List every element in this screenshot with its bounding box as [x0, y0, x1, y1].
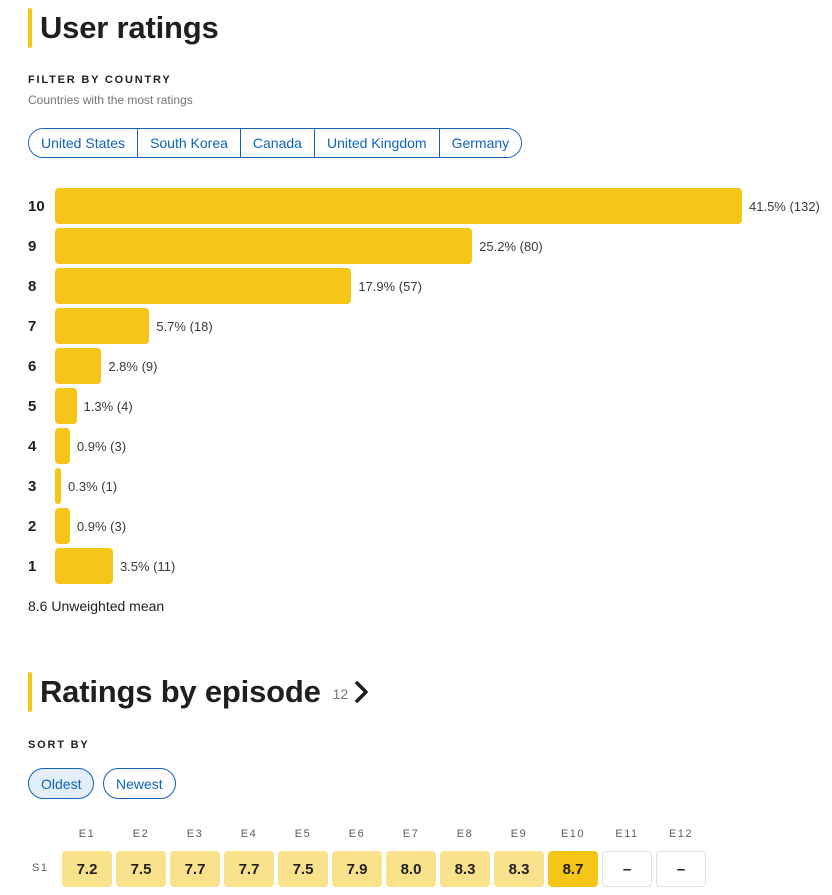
episode-rating-cell[interactable]: 8.0: [386, 851, 436, 887]
histogram-bar: [55, 188, 742, 224]
histogram-row-5: 5 1.3% (4): [28, 386, 828, 426]
histogram-score-label: 6: [28, 357, 37, 375]
histogram-row-3: 3 0.3% (1): [28, 466, 828, 506]
histogram-bar: [55, 468, 61, 504]
episode-rating-cell[interactable]: 7.2: [62, 851, 112, 887]
country-united-states[interactable]: United States: [29, 129, 139, 157]
histogram-value-label: 17.9% (57): [358, 278, 422, 294]
sort-newest-chip[interactable]: Newest: [103, 768, 176, 799]
histogram-value-label: 5.7% (18): [156, 318, 213, 334]
histogram-row-9: 9 25.2% (80): [28, 226, 828, 266]
filter-overline: FILTER BY COUNTRY: [28, 74, 172, 86]
histogram-score-label: 10: [28, 197, 45, 215]
sort-oldest-chip[interactable]: Oldest: [28, 768, 95, 799]
histogram-row-8: 8 17.9% (57): [28, 266, 828, 306]
title-accent-bar: [28, 8, 32, 48]
histogram-row-10: 10 41.5% (132): [28, 186, 828, 226]
episode-rating-cell[interactable]: 7.5: [116, 851, 166, 887]
histogram-score-label: 4: [28, 437, 37, 455]
histogram-row-1: 1 3.5% (11): [28, 546, 828, 586]
episode-rating-cell[interactable]: 8.3: [494, 851, 544, 887]
episode-header: E7: [402, 828, 420, 840]
user-ratings-header: User ratings: [28, 8, 219, 48]
histogram-bar: [55, 548, 113, 584]
season-label: S1: [32, 862, 49, 874]
user-ratings-title: User ratings: [40, 10, 219, 45]
histogram-score-label: 2: [28, 517, 37, 535]
episode-rating-cell[interactable]: 7.7: [224, 851, 274, 887]
episode-header: E9: [510, 828, 528, 840]
histogram-bar: [55, 308, 150, 344]
histogram-value-label: 2.8% (9): [108, 358, 158, 374]
episode-header: E5: [294, 828, 312, 840]
title-accent-bar: [28, 672, 32, 712]
histogram-score-label: 1: [28, 557, 37, 575]
histogram-value-label: 0.3% (1): [68, 478, 118, 494]
histogram-bar: [55, 428, 70, 464]
histogram-value-label: 1.3% (4): [83, 398, 133, 414]
chevron-right-icon[interactable]: [354, 679, 374, 705]
histogram-row-4: 4 0.9% (3): [28, 426, 828, 466]
filter-subtitle: Countries with the most ratings: [28, 93, 193, 107]
country-united-kingdom[interactable]: United Kingdom: [314, 129, 440, 157]
histogram-value-label: 3.5% (11): [119, 558, 176, 574]
country-south-korea[interactable]: South Korea: [138, 129, 241, 157]
episode-header: E6: [348, 828, 366, 840]
histogram-bar: [55, 388, 77, 424]
histogram-value-label: 25.2% (80): [479, 238, 543, 254]
histogram-bar: [55, 228, 473, 264]
histogram-row-6: 6 2.8% (9): [28, 346, 828, 386]
histogram-value-label: 0.9% (3): [76, 438, 127, 454]
histogram-score-label: 9: [28, 237, 37, 255]
episode-ratings-header: Ratings by episode 12: [28, 672, 374, 712]
histogram-bar: [55, 348, 102, 384]
histogram-value-label: 0.9% (3): [76, 518, 127, 534]
histogram-value-label: 41.5% (132): [749, 198, 820, 214]
episode-rating-cell[interactable]: 7.7: [170, 851, 220, 887]
episode-header: E3: [186, 828, 204, 840]
histogram-bar: [55, 508, 70, 544]
episode-header: E8: [456, 828, 474, 840]
histogram-row-2: 2 0.9% (3): [28, 506, 828, 546]
episode-count: 12: [332, 686, 349, 702]
episode-rating-cell[interactable]: 7.5: [278, 851, 328, 887]
episode-rating-cell[interactable]: 8.7: [548, 851, 598, 887]
episode-rating-cell[interactable]: –: [656, 851, 706, 887]
episode-header: E4: [240, 828, 258, 840]
histogram-bar: [55, 268, 352, 304]
sort-overline: SORT BY: [28, 739, 90, 751]
histogram-score-label: 3: [28, 477, 37, 495]
country-canada[interactable]: Canada: [240, 129, 315, 157]
episode-rating-cell[interactable]: 8.3: [440, 851, 490, 887]
histogram-row-7: 7 5.7% (18): [28, 306, 828, 346]
episode-rating-cell[interactable]: –: [602, 851, 652, 887]
rating-histogram: 10 41.5% (132) 9 25.2% (80) 8 17.9% (57) 7 5.7%…: [28, 186, 828, 586]
histogram-score-label: 7: [28, 317, 37, 335]
episode-header: E12: [668, 828, 694, 840]
country-germany[interactable]: Germany: [439, 129, 522, 157]
episode-header: E2: [132, 828, 150, 840]
histogram-score-label: 5: [28, 397, 37, 415]
unweighted-mean: 8.6 Unweighted mean: [28, 598, 165, 614]
histogram-score-label: 8: [28, 277, 37, 295]
country-filter: United States South Korea Canada United …: [28, 128, 523, 158]
episode-rating-cell[interactable]: 7.9: [332, 851, 382, 887]
episode-header: E11: [615, 828, 639, 840]
episode-ratings-title: Ratings by episode: [40, 674, 321, 709]
episode-header: E1: [78, 828, 96, 840]
episode-header: E10: [560, 828, 586, 840]
